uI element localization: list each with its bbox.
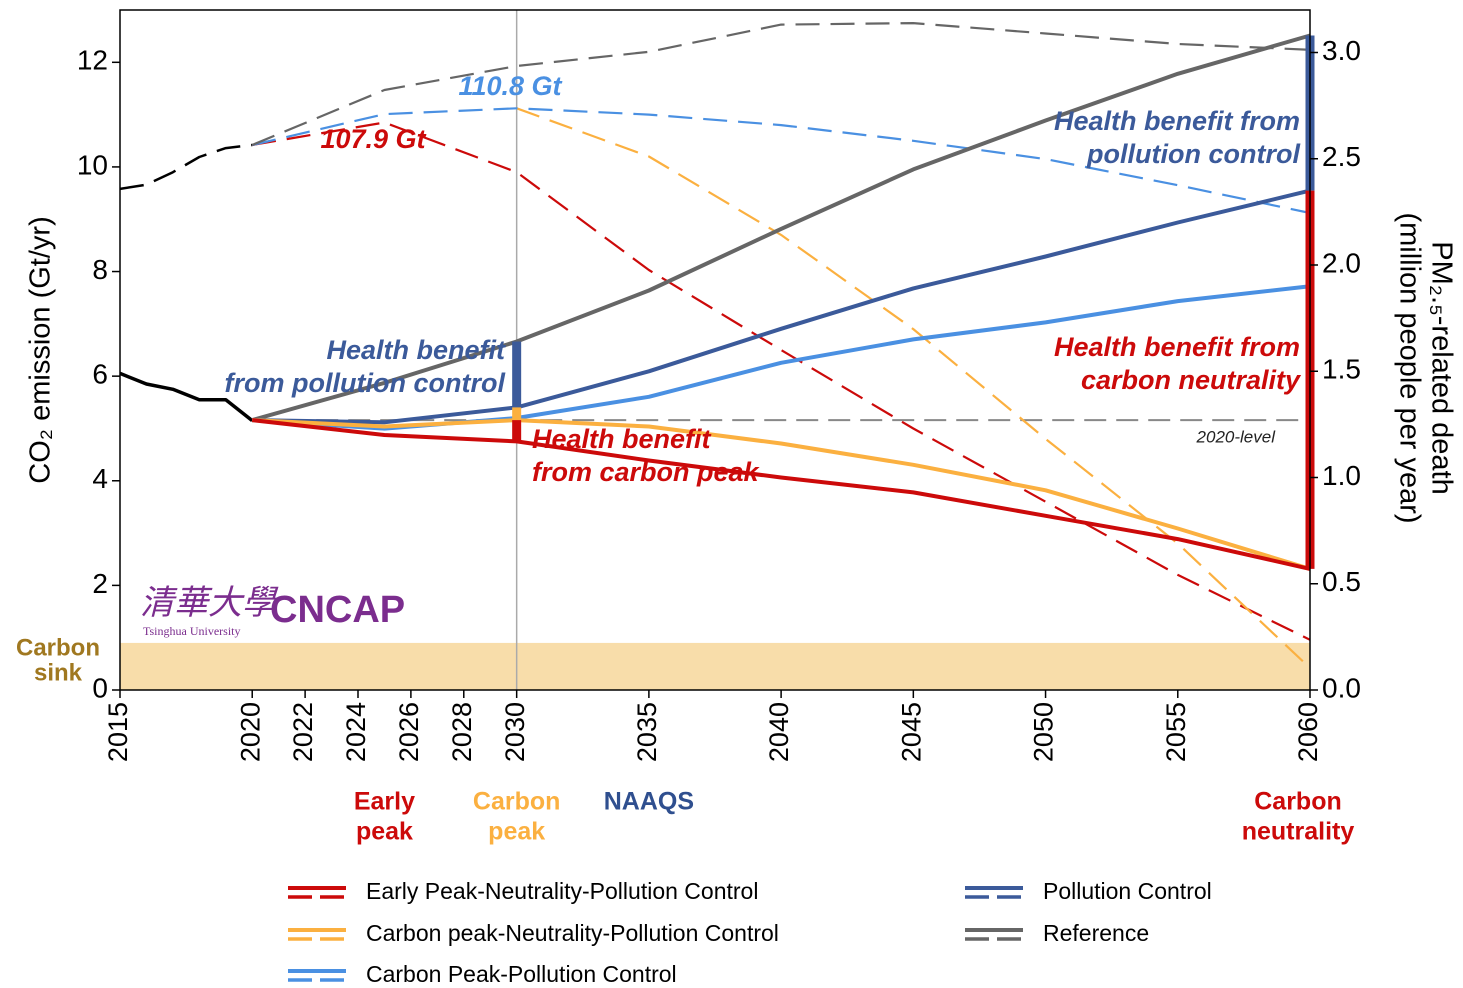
x-tick-label: 2055 xyxy=(1161,702,1191,762)
plot-frame xyxy=(119,9,1311,691)
legend-label: Early Peak-Neutrality-Pollution Control xyxy=(366,878,758,904)
annotation: 107.9 Gt xyxy=(320,124,426,154)
annotation: pollution control xyxy=(1086,139,1300,169)
x-tick-label: 2026 xyxy=(394,702,424,762)
y-tick-label: 2 xyxy=(92,568,108,599)
x-tick-label: 2028 xyxy=(447,702,477,762)
y2-tick-label: 0.5 xyxy=(1322,566,1361,597)
annotation: 2020-level xyxy=(1196,427,1277,446)
y2-tick-label: 1.5 xyxy=(1322,354,1361,385)
annotation: from pollution control xyxy=(225,368,506,398)
milestone-label: NAAQS xyxy=(604,788,694,816)
y2-tick-label: 1.0 xyxy=(1322,460,1361,491)
milestone-label: neutrality xyxy=(1242,818,1355,846)
legend-item: Reference xyxy=(965,920,1149,946)
y2-axis-label: (million people per year) xyxy=(1393,212,1425,523)
co2-line xyxy=(251,107,1311,215)
carbon-sink-band xyxy=(120,642,1310,690)
y2-tick-label: 2.0 xyxy=(1322,247,1361,278)
legend-item: Early Peak-Neutrality-Pollution Control xyxy=(288,878,758,904)
milestone-label: Early xyxy=(354,788,415,816)
history-co2-line xyxy=(119,143,253,191)
legend-item: Carbon Peak-Pollution Control xyxy=(288,961,677,987)
milestone-label: Carbon xyxy=(1254,788,1342,816)
annotation: Health benefit from xyxy=(1054,106,1300,136)
carbon-sink-label: Carbon xyxy=(16,634,100,661)
x-tick-label: 2050 xyxy=(1029,702,1059,762)
legend-label: Carbon Peak-Pollution Control xyxy=(366,961,677,987)
annotation: Health benefit xyxy=(532,424,712,454)
x-tick-label: 2060 xyxy=(1293,702,1323,762)
y-axis-label: CO₂ emission (Gt/yr) xyxy=(25,216,57,483)
carbon-sink-label: sink xyxy=(34,659,83,686)
y-tick-label: 4 xyxy=(92,463,108,494)
annotation: carbon neutrality xyxy=(1081,365,1302,395)
logo-chinese: 清華大學 xyxy=(140,583,279,623)
milestone-label: peak xyxy=(356,818,413,846)
x-tick-label: 2015 xyxy=(103,702,133,762)
history-death-line xyxy=(119,371,254,422)
annotation: Health benefit xyxy=(326,335,506,365)
legend-label: Reference xyxy=(1043,920,1149,946)
x-tick-label: 2024 xyxy=(341,702,371,762)
x-tick-label: 2045 xyxy=(896,702,926,762)
y-tick-label: 6 xyxy=(92,359,108,390)
y-tick-label: 8 xyxy=(92,254,108,285)
y2-axis-label: PM₂.₅-related death xyxy=(1425,241,1457,494)
y2-tick-label: 2.5 xyxy=(1322,141,1361,172)
x-tick-label: 2020 xyxy=(235,702,265,762)
x-tick-label: 2035 xyxy=(632,702,662,762)
legend-item: Carbon peak-Neutrality-Pollution Control xyxy=(288,920,779,946)
x-tick-label: 2040 xyxy=(764,702,794,762)
death-line xyxy=(251,418,1311,571)
milestone-label: Carbon xyxy=(473,788,561,816)
death-line xyxy=(251,33,1311,423)
annotation: Health benefit from xyxy=(1054,332,1300,362)
logo-english: Tsinghua University xyxy=(143,624,240,638)
x-tick-label: 2022 xyxy=(288,702,318,762)
logo-acronym: CNCAP xyxy=(270,589,405,631)
death-line xyxy=(252,418,1311,571)
death-line xyxy=(252,188,1311,425)
y-tick-label: 12 xyxy=(77,45,108,76)
legend-label: Carbon peak-Neutrality-Pollution Control xyxy=(366,920,779,946)
co2-line xyxy=(252,121,1311,641)
annotation: 110.8 Gt xyxy=(458,71,562,101)
co2-line xyxy=(251,22,1311,147)
y2-tick-label: 3.0 xyxy=(1322,35,1361,66)
x-tick-label: 2030 xyxy=(500,702,530,762)
y2-tick-label: 0.0 xyxy=(1322,672,1361,703)
legend-item: Pollution Control xyxy=(965,878,1212,904)
y-tick-label: 0 xyxy=(92,672,108,703)
legend-label: Pollution Control xyxy=(1043,878,1212,904)
milestone-label: peak xyxy=(488,818,545,846)
co2-line xyxy=(516,107,1311,669)
annotation: from carbon peak xyxy=(532,457,761,487)
y-tick-label: 10 xyxy=(77,149,108,180)
